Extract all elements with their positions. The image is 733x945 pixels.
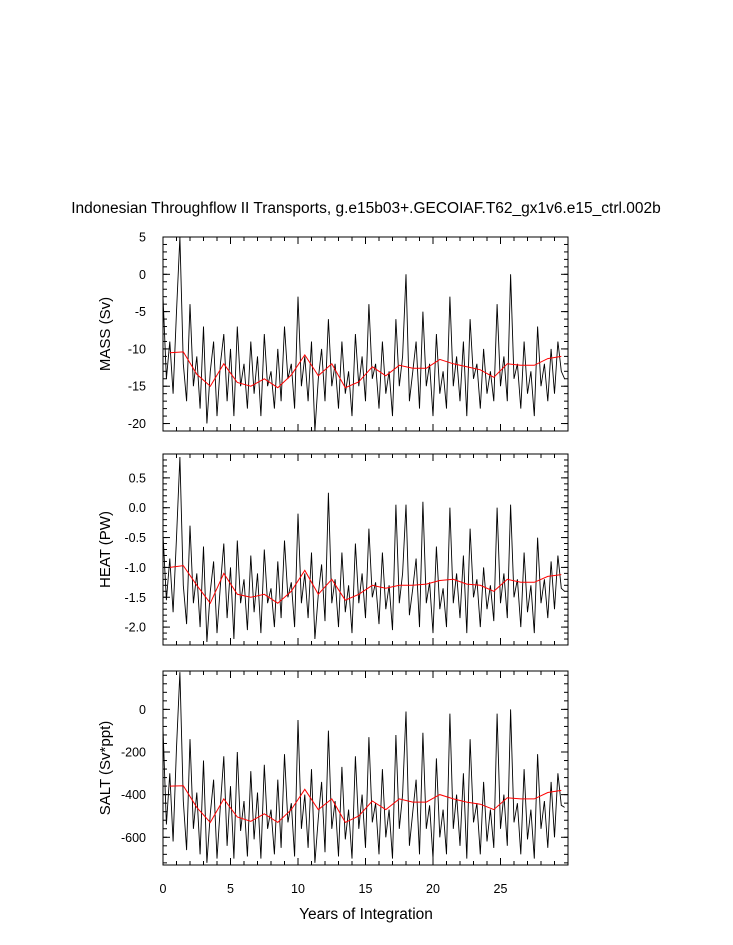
heat-y-tick-label: 0.0 <box>129 501 146 515</box>
mass-y-tick-label: -20 <box>128 417 146 431</box>
mass-y-tick-label: 5 <box>139 231 146 245</box>
heat-plot-frame <box>162 453 569 646</box>
mass-y-axis-label: MASS (Sv) <box>97 297 114 371</box>
heat-monthly-series <box>163 456 565 643</box>
salt-y-tick-label: -400 <box>121 788 146 802</box>
mass-y-tick-label: -10 <box>128 342 146 356</box>
x-tick-label: 10 <box>291 882 305 896</box>
salt-y-tick-label: -600 <box>121 831 146 845</box>
heat-y-tick-label: -2.0 <box>124 621 146 635</box>
salt-monthly-line <box>163 672 565 863</box>
heat-y-tick-label: -0.5 <box>124 531 146 545</box>
heat-y-axis-label: HEAT (PW) <box>97 511 114 588</box>
heat-y-tick-label: -1.5 <box>124 591 146 605</box>
heat-annual-mean-line <box>169 565 562 605</box>
salt-monthly-series <box>163 672 565 863</box>
mass-panel: 5 0 -5 -10 -15 -20 MASS (Sv) <box>97 231 569 432</box>
x-axis-label: Years of Integration <box>299 906 433 923</box>
x-tick-label: 5 <box>227 882 234 896</box>
salt-annual-mean-line <box>169 785 562 824</box>
mass-ticks: 5 0 -5 -10 -15 -20 <box>128 231 568 432</box>
salt-plot-frame <box>162 670 569 866</box>
mass-annual-series <box>169 351 562 389</box>
x-tick-label: 20 <box>426 882 440 896</box>
heat-y-tick-label: 0.5 <box>129 471 146 485</box>
mass-y-tick-label: 0 <box>139 268 146 282</box>
mass-monthly-series <box>163 237 566 431</box>
x-axis-tick-labels: 0 5 10 15 20 25 <box>160 882 508 896</box>
salt-y-tick-label: 0 <box>139 703 146 717</box>
x-tick-label: 15 <box>359 882 373 896</box>
mass-y-tick-label: -5 <box>135 305 146 319</box>
salt-y-axis-label: SALT (Sv*ppt) <box>97 721 114 815</box>
x-tick-label: 0 <box>160 882 167 896</box>
heat-annual-series <box>169 565 562 605</box>
chart-title: Indonesian Throughflow II Transports, g.… <box>71 200 661 217</box>
mass-monthly-line <box>163 237 566 431</box>
salt-y-tick-label: -200 <box>121 746 146 760</box>
salt-annual-series <box>169 785 562 824</box>
mass-annual-mean-line <box>169 351 562 389</box>
salt-ticks: 0 -200 -400 -600 <box>121 671 568 865</box>
mass-plot-frame <box>162 236 569 432</box>
heat-panel: 0.5 0.0 -0.5 -1.0 -1.5 -2.0 HEAT (PW) <box>97 453 569 646</box>
x-tick-label: 25 <box>494 882 508 896</box>
mass-y-tick-label: -15 <box>128 380 146 394</box>
salt-panel: 0 -200 -400 -600 SALT (Sv*ppt) <box>97 670 569 866</box>
heat-y-tick-label: -1.0 <box>124 561 146 575</box>
heat-monthly-line <box>163 456 565 643</box>
